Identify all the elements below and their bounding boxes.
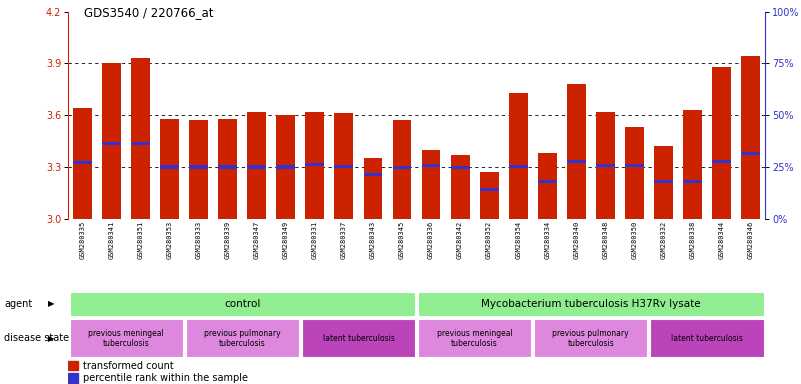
Text: GSM280349: GSM280349 (283, 221, 289, 259)
Bar (480, 172, 498, 219)
Bar (421, 164, 441, 167)
Bar (625, 127, 644, 219)
Text: GSM280340: GSM280340 (574, 221, 579, 259)
Bar (70, 292, 415, 316)
Text: GSM280352: GSM280352 (486, 221, 492, 259)
Bar (596, 112, 614, 219)
Bar (364, 173, 382, 176)
Bar (683, 180, 702, 183)
Bar (421, 150, 441, 219)
Text: previous pulmonary
tuberculosis: previous pulmonary tuberculosis (553, 329, 629, 348)
Bar (73, 108, 92, 219)
Bar (335, 114, 353, 219)
Bar (103, 63, 121, 219)
Bar (131, 58, 150, 219)
Text: GSM280350: GSM280350 (631, 221, 638, 259)
Text: GSM280346: GSM280346 (747, 221, 754, 259)
Bar (509, 165, 528, 168)
Text: previous meningeal
tuberculosis: previous meningeal tuberculosis (88, 329, 164, 348)
Text: control: control (224, 299, 260, 309)
Bar (418, 292, 763, 316)
Bar (73, 161, 92, 164)
Bar (654, 180, 673, 183)
Bar (70, 319, 183, 358)
Bar (451, 166, 469, 169)
Text: GSM280342: GSM280342 (457, 221, 463, 259)
Text: GSM280345: GSM280345 (399, 221, 405, 259)
Text: GSM280354: GSM280354 (515, 221, 521, 259)
Bar (712, 67, 731, 219)
Text: previous pulmonary
tuberculosis: previous pulmonary tuberculosis (204, 329, 280, 348)
Bar (248, 112, 266, 219)
Bar (596, 164, 614, 167)
Bar (160, 119, 179, 219)
Bar (654, 146, 673, 219)
Bar (480, 188, 498, 191)
Bar (625, 164, 644, 167)
Bar (567, 84, 586, 219)
Bar (741, 56, 760, 219)
Bar (68, 373, 78, 382)
Bar (537, 180, 557, 183)
Bar (509, 93, 528, 219)
Bar (567, 160, 586, 164)
Text: GDS3540 / 220766_at: GDS3540 / 220766_at (84, 6, 214, 19)
Bar (131, 142, 150, 145)
Bar (160, 166, 179, 169)
Text: GSM280343: GSM280343 (370, 221, 376, 259)
Text: GSM280334: GSM280334 (544, 221, 550, 259)
Text: GSM280347: GSM280347 (254, 221, 260, 259)
Bar (186, 319, 299, 358)
Text: GSM280351: GSM280351 (138, 221, 143, 259)
Bar (650, 319, 763, 358)
Bar (741, 152, 760, 155)
Text: ▶: ▶ (48, 334, 54, 343)
Bar (276, 115, 296, 219)
Text: GSM280348: GSM280348 (602, 221, 608, 259)
Text: GSM280331: GSM280331 (312, 221, 318, 259)
Text: GSM280341: GSM280341 (109, 221, 115, 259)
Bar (302, 319, 415, 358)
Text: agent: agent (4, 299, 32, 309)
Bar (392, 166, 412, 169)
Text: previous meningeal
tuberculosis: previous meningeal tuberculosis (437, 329, 513, 348)
Text: percentile rank within the sample: percentile rank within the sample (83, 373, 248, 383)
Bar (305, 163, 324, 166)
Bar (276, 166, 296, 169)
Bar (418, 319, 531, 358)
Text: GSM280338: GSM280338 (690, 221, 695, 259)
Bar (219, 166, 237, 169)
Bar (335, 165, 353, 168)
Text: GSM280344: GSM280344 (718, 221, 724, 259)
Text: GSM280353: GSM280353 (167, 221, 173, 259)
Text: GSM280332: GSM280332 (660, 221, 666, 259)
Bar (683, 110, 702, 219)
Text: GSM280335: GSM280335 (79, 221, 86, 259)
Bar (189, 121, 208, 219)
Text: latent tuberculosis: latent tuberculosis (323, 334, 394, 343)
Text: GSM280339: GSM280339 (225, 221, 231, 259)
Text: transformed count: transformed count (83, 361, 174, 371)
Bar (248, 166, 266, 169)
Text: GSM280333: GSM280333 (195, 221, 202, 259)
Bar (364, 159, 382, 219)
Bar (103, 142, 121, 145)
Bar (189, 166, 208, 169)
Text: Mycobacterium tuberculosis H37Rv lysate: Mycobacterium tuberculosis H37Rv lysate (481, 299, 701, 309)
Bar (68, 361, 78, 370)
Text: GSM280336: GSM280336 (428, 221, 434, 259)
Bar (537, 153, 557, 219)
Text: GSM280337: GSM280337 (341, 221, 347, 259)
Bar (305, 112, 324, 219)
Bar (219, 119, 237, 219)
Bar (451, 155, 469, 219)
Text: ▶: ▶ (48, 299, 54, 308)
Text: latent tuberculosis: latent tuberculosis (671, 334, 743, 343)
Bar (534, 319, 647, 358)
Bar (712, 160, 731, 164)
Bar (392, 121, 412, 219)
Text: disease state: disease state (4, 333, 69, 343)
